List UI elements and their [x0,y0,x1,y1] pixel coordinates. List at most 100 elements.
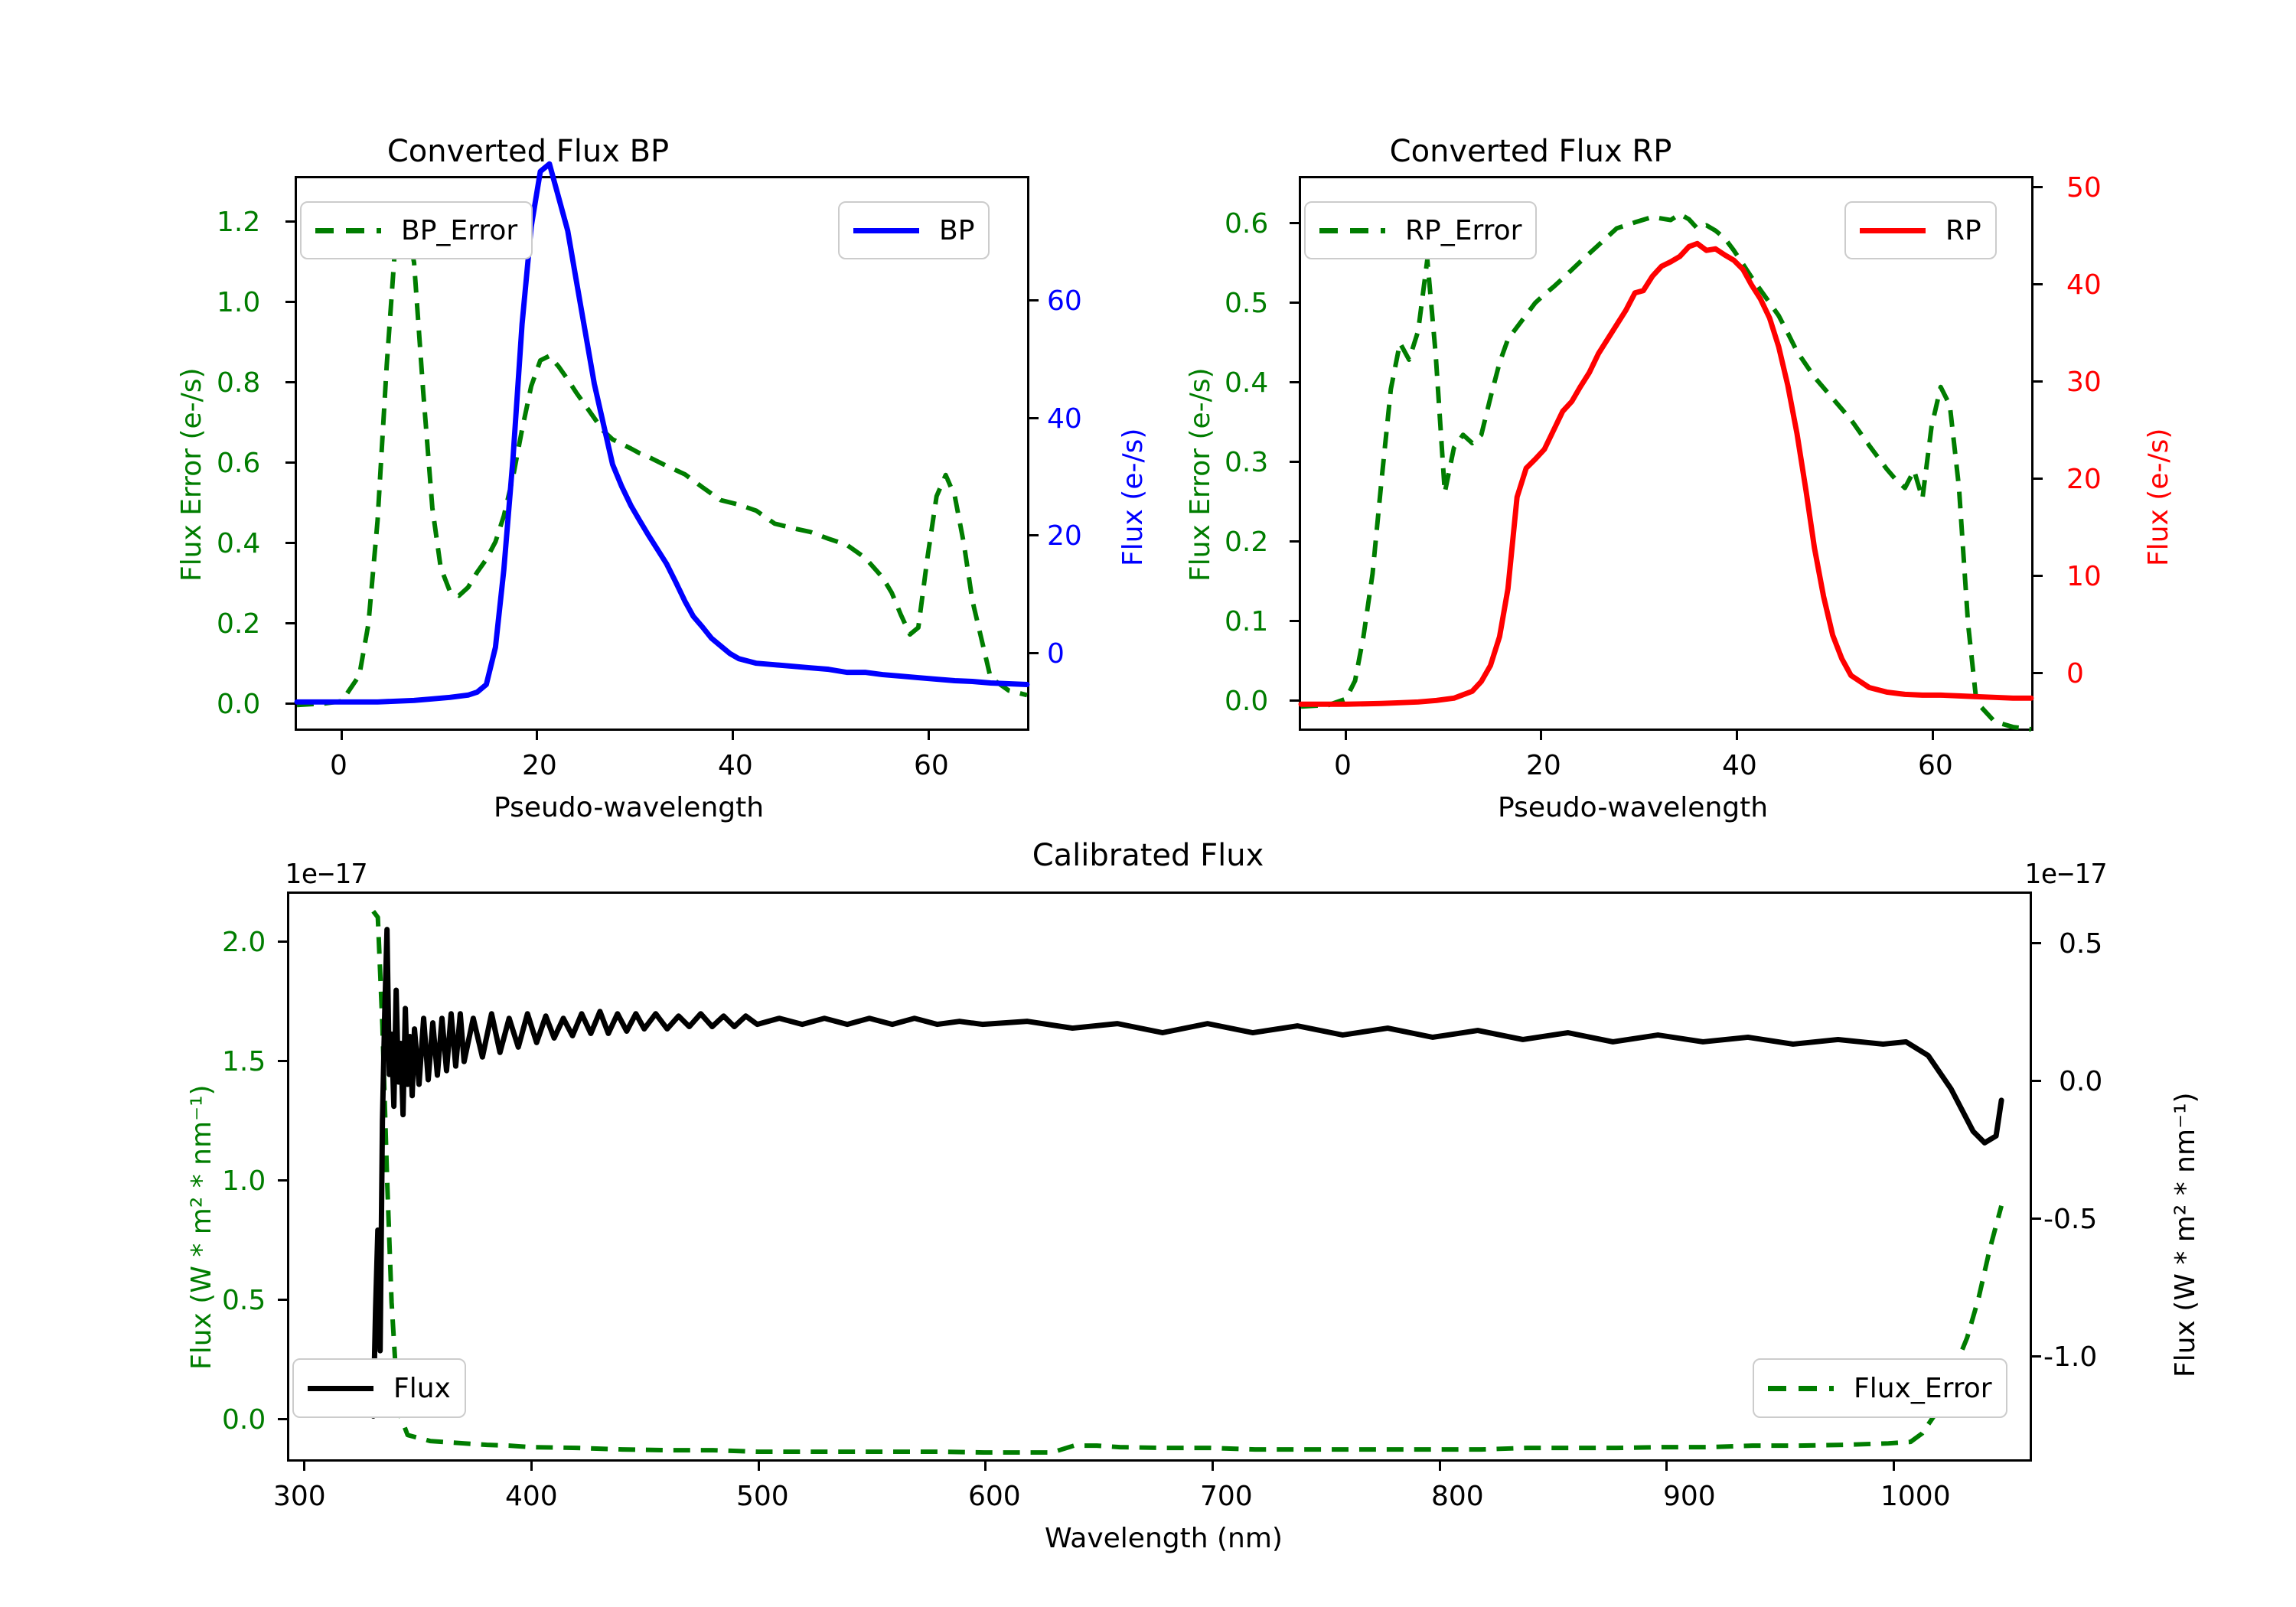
rp-flux-series [1298,240,2034,707]
rp-ytick-right-10: 10 [2066,561,2102,592]
bp-ytick-left-0.8: 0.8 [217,367,261,399]
rp-ytick-left-0.6: 0.6 [1225,208,1269,240]
calibrated-ytick-left-1.5: 1.5 [222,1046,266,1077]
bp-xtick-60: 60 [914,750,949,781]
bp-legend-error[interactable]: BP_Error [300,201,533,259]
calibrated-xtick-1000: 1000 [1880,1481,1951,1512]
calibrated-ytick-left-0.0: 0.0 [222,1404,266,1436]
rp-xtick-20: 20 [1526,750,1561,781]
bp-ytick-mark-left-0.4 [285,542,295,544]
rp-plot-svg [1298,211,2034,732]
calibrated-flux-legend-label: Flux [393,1372,451,1404]
rp-xlabel: Pseudo-wavelength [1498,792,1769,823]
rp-legend-error[interactable]: RP_Error [1304,201,1538,259]
calibrated-xtick-300: 300 [273,1481,326,1512]
rp-ytick-mark-right-0 [2033,672,2043,674]
bp-axes [294,161,1030,731]
calibrated-plot-svg [370,910,2004,1455]
calibrated-xtick-mark-900 [1665,1462,1668,1471]
bp-ytick-mark-left-0.8 [285,381,295,383]
bp-ytick-left-0.4: 0.4 [217,528,261,559]
rp-ylabel-left: Flux Error (e-/s) [1185,367,1216,582]
rp-ylabel-right: Flux (e-/s) [2143,428,2174,566]
calibrated-ytick-left-1.0: 1.0 [222,1165,266,1197]
calibrated-yoffset-right: 1e−17 [2024,859,2108,890]
rp-xtick-mark-20 [1540,731,1542,740]
calibrated-ytick-right-0.5: 0.5 [2059,928,2103,960]
bp-xtick-0: 0 [330,750,347,781]
calibrated-xtick-mark-800 [1439,1462,1441,1471]
rp-ytick-mark-right-40 [2033,283,2043,285]
bp-ytick-right-20: 20 [1047,520,1082,552]
rp-ytick-right-50: 50 [2066,172,2102,204]
calibrated-xtick-500: 500 [736,1481,789,1512]
calibrated-ytick-left-0.5: 0.5 [222,1285,266,1316]
calibrated-xtick-mark-300 [303,1462,305,1471]
rp-ytick-right-40: 40 [2066,269,2102,301]
rp-ytick-mark-right-20 [2033,478,2043,480]
calibrated-ytick-mark-left-0.5 [278,1299,287,1301]
bp-ytick-left-0.2: 0.2 [217,608,261,640]
bp-xtick-mark-40 [732,731,734,740]
bp-ytick-mark-left-1.2 [285,220,295,223]
bp-ylabel-right: Flux (e-/s) [1117,428,1149,566]
rp-xtick-0: 0 [1334,750,1352,781]
calibrated-legend-flux[interactable]: Flux [292,1358,466,1418]
rp-error-legend-label: RP_Error [1405,214,1522,246]
rp-ytick-right-30: 30 [2066,367,2102,398]
bp-ytick-right-0: 0 [1047,638,1065,670]
calibrated-ytick-right--0.5: -0.5 [2043,1204,2098,1235]
bp-xtick-20: 20 [522,750,557,781]
calibrated-axes [287,892,2032,1462]
bp-ytick-left-1.0: 1.0 [217,287,261,318]
bp-ylabel-left: Flux Error (e-/s) [176,367,207,582]
bp-ytick-mark-left-0.6 [285,461,295,464]
panel-bp-title: Converted Flux BP [386,134,670,169]
bp-ytick-left-0.0: 0.0 [217,689,261,720]
calibrated-flux-series [370,927,2004,1419]
calibrated-xtick-mark-600 [984,1462,987,1471]
bp-legend-flux[interactable]: BP [838,201,990,259]
calibrated-legend-flux-error[interactable]: Flux_Error [1753,1358,2007,1418]
rp-xtick-40: 40 [1722,750,1757,781]
bp-ytick-mark-left-0.0 [285,702,295,705]
rp-legend-flux[interactable]: RP [1844,201,1997,259]
calibrated-ytick-mark-left-2.0 [278,940,287,943]
rp-ytick-mark-left-0.4 [1290,381,1299,383]
calibrated-xtick-mark-700 [1212,1462,1214,1471]
bp-xtick-40: 40 [718,750,753,781]
bp-xlabel: Pseudo-wavelength [494,792,765,823]
panel-rp-title: Converted Flux RP [1389,134,1672,169]
rp-ytick-left-0.1: 0.1 [1225,606,1269,637]
calibrated-xtick-mark-500 [758,1462,760,1471]
rp-axes [1298,176,2034,732]
calibrated-ytick-mark-left-1.0 [278,1179,287,1182]
bp-xtick-mark-0 [341,731,343,740]
bp-error-legend-label: BP_Error [401,214,518,246]
calibrated-flux-error-series [371,910,2004,1455]
bp-ytick-left-0.6: 0.6 [217,448,261,479]
bp-flux-series [294,161,1030,705]
calibrated-ytick-mark-right--1.0 [2032,1355,2041,1358]
calibrated-ytick-left-2.0: 2.0 [222,927,266,958]
rp-ytick-mark-left-0.1 [1290,620,1299,622]
bp-ytick-mark-left-0.2 [285,622,295,624]
bp-ytick-mark-left-1.0 [285,301,295,303]
rp-xtick-60: 60 [1918,750,1953,781]
rp-ytick-mark-right-30 [2033,380,2043,383]
bp-ytick-left-1.2: 1.2 [217,207,261,238]
bp-xtick-mark-60 [928,731,930,740]
calibrated-ytick-mark-right-0.5 [2032,942,2041,944]
rp-ytick-mark-left-0.5 [1290,302,1299,304]
bp-ytick-mark-right-40 [1029,417,1039,419]
rp-ytick-mark-right-10 [2033,575,2043,577]
calibrated-xtick-400: 400 [505,1481,558,1512]
rp-error-series [1300,211,2032,732]
calibrated-xtick-mark-1000 [1893,1462,1895,1471]
bp-ytick-right-40: 40 [1047,403,1082,435]
bp-ytick-right-60: 60 [1047,285,1082,317]
calibrated-ytick-mark-right-0.0 [2032,1080,2041,1082]
rp-ytick-mark-left-0.2 [1290,540,1299,543]
rp-ytick-mark-left-0.0 [1290,699,1299,702]
